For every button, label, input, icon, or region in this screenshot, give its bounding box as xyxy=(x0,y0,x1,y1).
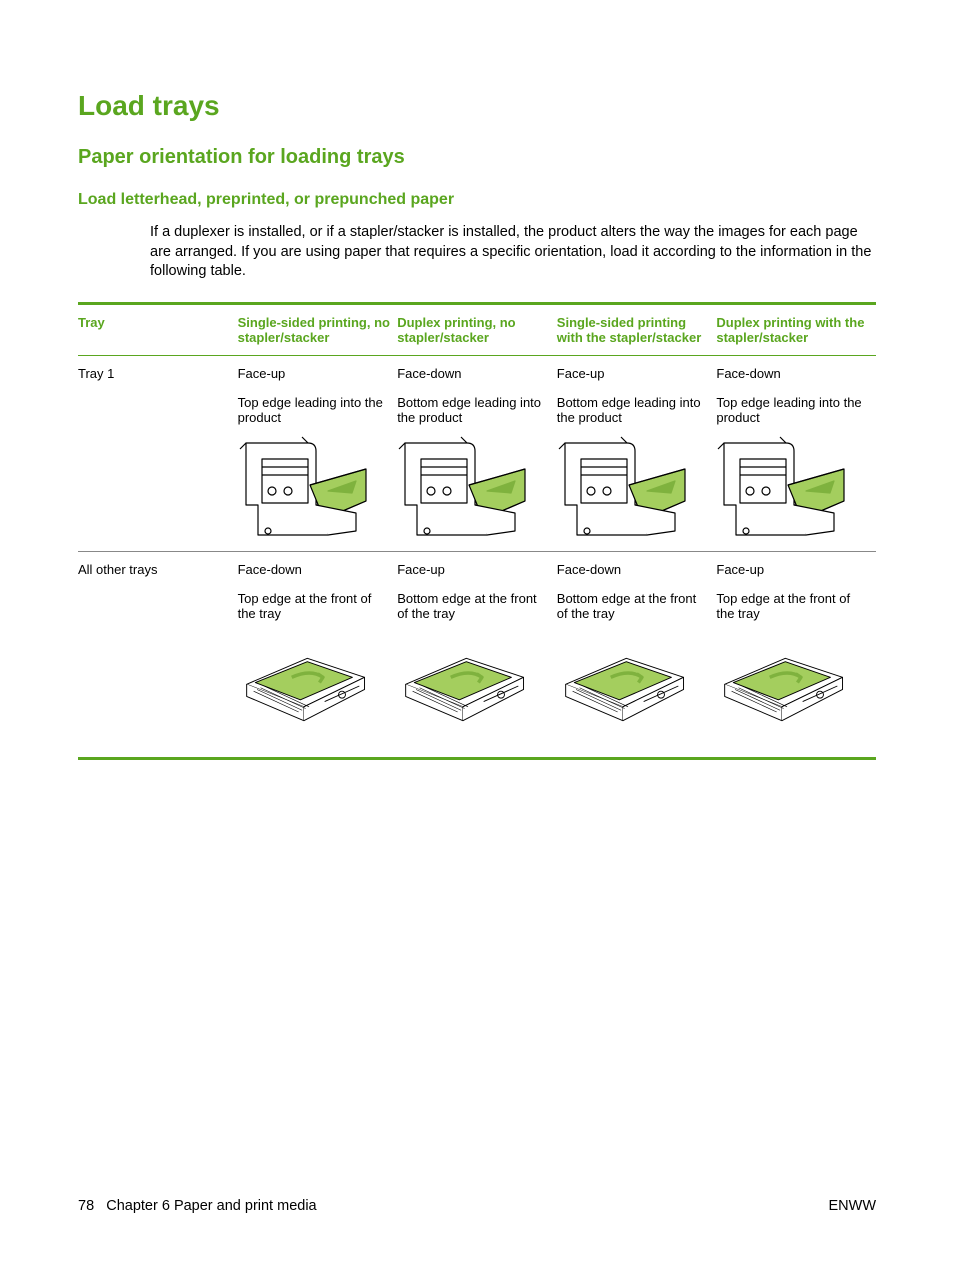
table-header: Duplex printing with the stapler/stacker xyxy=(716,303,876,355)
printer-side-tray-icon xyxy=(397,435,527,545)
edge-text: Bottom edge leading into the product xyxy=(557,395,711,425)
printer-side-tray-icon xyxy=(238,435,368,545)
tray-name: Tray 1 xyxy=(78,355,238,551)
face-text: Face-up xyxy=(397,562,551,577)
edge-text: Top edge leading into the product xyxy=(716,395,870,425)
edge-text: Top edge at the front of the tray xyxy=(238,591,392,621)
orientation-table: Tray Single-sided printing, no stapler/s… xyxy=(78,302,876,760)
page-footer: 78 Chapter 6 Paper and print media ENWW xyxy=(78,1198,876,1214)
face-text: Face-down xyxy=(557,562,711,577)
edge-text: Bottom edge at the front of the tray xyxy=(557,591,711,621)
cassette-tray-icon xyxy=(716,631,846,741)
orientation-cell: Face-up Bottom edge leading into the prod… xyxy=(557,355,717,551)
orientation-cell: Face-up Top edge leading into the product xyxy=(238,355,398,551)
edge-text: Top edge at the front of the tray xyxy=(716,591,870,621)
face-text: Face-up xyxy=(557,366,711,381)
page-number: 78 xyxy=(78,1198,94,1214)
intro-paragraph: If a duplexer is installed, or if a stap… xyxy=(150,223,876,282)
table-header: Single-sided printing with the stapler/s… xyxy=(557,303,717,355)
orientation-cell: Face-down Top edge leading into the produ… xyxy=(716,355,876,551)
table-header: Duplex printing, no stapler/stacker xyxy=(397,303,557,355)
printer-side-tray-icon xyxy=(716,435,846,545)
face-text: Face-down xyxy=(397,366,551,381)
face-text: Face-down xyxy=(238,562,392,577)
face-text: Face-down xyxy=(716,366,870,381)
edge-text: Top edge leading into the product xyxy=(238,395,392,425)
face-text: Face-up xyxy=(238,366,392,381)
orientation-cell: Face-down Bottom edge at the front of the… xyxy=(557,551,717,758)
face-text: Face-up xyxy=(716,562,870,577)
cassette-tray-icon xyxy=(238,631,368,741)
orientation-cell: Face-up Bottom edge at the front of the t… xyxy=(397,551,557,758)
table-header: Single-sided printing, no stapler/stacke… xyxy=(238,303,398,355)
table-header: Tray xyxy=(78,303,238,355)
chapter-label: Chapter 6 Paper and print media xyxy=(106,1198,316,1214)
cassette-tray-icon xyxy=(557,631,687,741)
orientation-cell: Face-up Top edge at the front of the tray xyxy=(716,551,876,758)
printer-side-tray-icon xyxy=(557,435,687,545)
orientation-cell: Face-down Top edge at the front of the tr… xyxy=(238,551,398,758)
edge-text: Bottom edge leading into the product xyxy=(397,395,551,425)
tray-name: All other trays xyxy=(78,551,238,758)
orientation-cell: Face-down Bottom edge leading into the pr… xyxy=(397,355,557,551)
section-heading: Paper orientation for loading trays xyxy=(78,146,876,169)
edge-text: Bottom edge at the front of the tray xyxy=(397,591,551,621)
subsection-heading: Load letterhead, preprinted, or prepunch… xyxy=(78,191,876,209)
footer-right: ENWW xyxy=(828,1198,876,1214)
cassette-tray-icon xyxy=(397,631,527,741)
page-title: Load trays xyxy=(78,90,876,122)
